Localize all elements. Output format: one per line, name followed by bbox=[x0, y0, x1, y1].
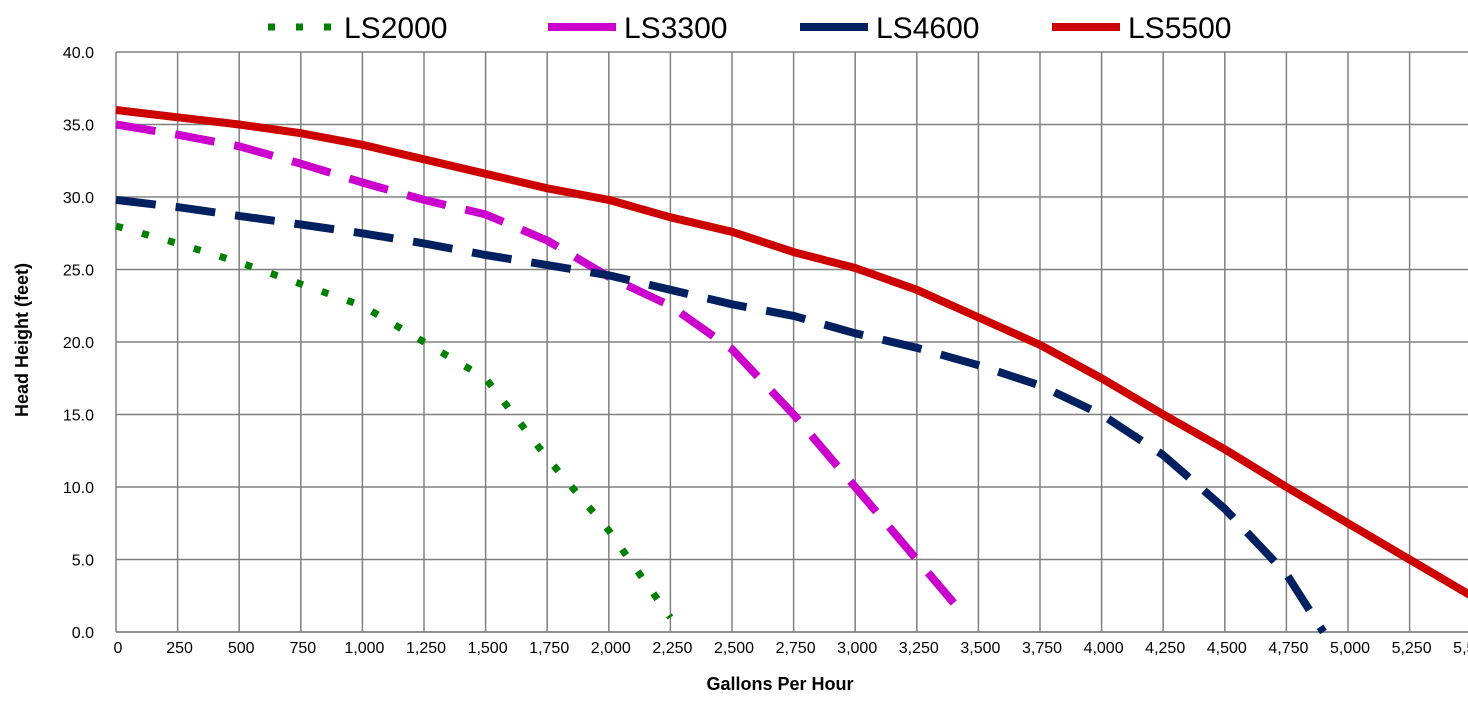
y-tick-label: 20.0 bbox=[63, 335, 94, 352]
x-tick-label: 3,500 bbox=[960, 640, 1000, 657]
series-lines bbox=[115, 106, 1468, 635]
x-tick-label: 2,750 bbox=[776, 640, 816, 657]
x-tick-label: 250 bbox=[166, 640, 193, 657]
y-tick-label: 30.0 bbox=[63, 190, 94, 207]
x-tick-label: 1,750 bbox=[529, 640, 569, 657]
y-tick-labels: 0.0 5.0 10.0 15.0 20.0 25.0 30.0 35.0 40.0 bbox=[63, 45, 94, 642]
legend-label-ls2000: LS2000 bbox=[344, 12, 447, 45]
legend: LS2000 LS3300 LS4600 LS5500 bbox=[268, 12, 1231, 45]
legend-label-ls5500: LS5500 bbox=[1128, 12, 1231, 45]
axes bbox=[115, 52, 1468, 633]
x-tick-label: 4,250 bbox=[1145, 640, 1185, 657]
x-tick-label: 3,750 bbox=[1022, 640, 1062, 657]
legend-label-ls3300: LS3300 bbox=[624, 12, 727, 45]
x-tick-label: 1,250 bbox=[406, 640, 446, 657]
x-tick-label: 1,000 bbox=[344, 640, 384, 657]
y-tick-label: 40.0 bbox=[63, 45, 94, 62]
y-axis-title: Head Height (feet) bbox=[12, 263, 32, 417]
x-tick-label: 5,250 bbox=[1392, 640, 1432, 657]
legend-label-ls4600: LS4600 bbox=[876, 12, 979, 45]
x-tick-label: 5,500 bbox=[1453, 640, 1468, 657]
x-axis-title: Gallons Per Hour bbox=[706, 674, 853, 694]
y-tick-label: 10.0 bbox=[63, 480, 94, 497]
x-tick-label: 4,000 bbox=[1084, 640, 1124, 657]
y-tick-label: 5.0 bbox=[72, 553, 94, 570]
x-tick-label: 3,250 bbox=[899, 640, 939, 657]
x-tick-label: 1,500 bbox=[468, 640, 508, 657]
y-tick-label: 0.0 bbox=[72, 625, 94, 642]
y-tick-label: 15.0 bbox=[63, 408, 94, 425]
x-tick-label: 2,250 bbox=[652, 640, 692, 657]
series-line-ls5500 bbox=[115, 106, 1468, 599]
x-tick-label: 500 bbox=[228, 640, 255, 657]
x-tick-label: 750 bbox=[289, 640, 316, 657]
y-tick-label: 25.0 bbox=[63, 263, 94, 280]
x-tick-label: 2,000 bbox=[591, 640, 631, 657]
x-tick-label: 4,500 bbox=[1207, 640, 1247, 657]
x-tick-label: 0 bbox=[114, 640, 123, 657]
x-tick-label: 4,750 bbox=[1268, 640, 1308, 657]
series-line-ls4600 bbox=[115, 195, 1327, 635]
series-line-ls3300 bbox=[115, 120, 957, 606]
x-tick-label: 5,000 bbox=[1330, 640, 1370, 657]
x-tick-label: 2,500 bbox=[714, 640, 754, 657]
x-tick-label: 3,000 bbox=[837, 640, 877, 657]
y-tick-label: 35.0 bbox=[63, 118, 94, 135]
x-tick-labels: 0 250 500 750 1,000 1,250 1,500 1,750 2,000 2,250… bbox=[114, 640, 1468, 657]
